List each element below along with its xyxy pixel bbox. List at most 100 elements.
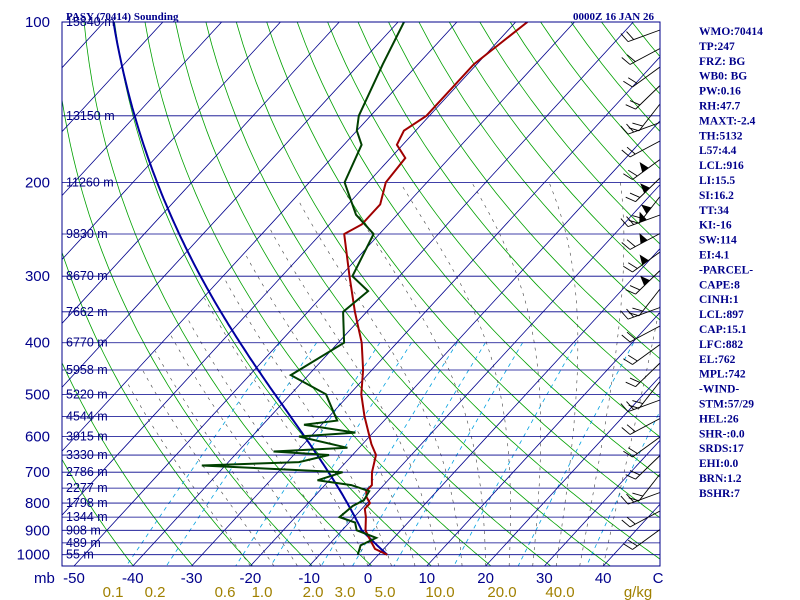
index-item: EHI:0.0 xyxy=(699,458,739,470)
temp-tick-label: -10 xyxy=(298,570,320,587)
wind-barb xyxy=(623,251,661,273)
height-label: 9830 m xyxy=(66,227,108,241)
mixing-ratio-line xyxy=(453,342,577,566)
height-label: 2786 m xyxy=(66,465,108,479)
mixing-ratio-tick-label: 0.1 xyxy=(103,584,124,600)
wind-barb xyxy=(623,344,661,365)
moist-adiabat xyxy=(140,367,275,566)
height-label: 1798 m xyxy=(66,496,108,510)
moist-adiabat xyxy=(399,182,511,566)
mixing-ratio-unit-label: g/kg xyxy=(624,584,652,600)
isotherm-line xyxy=(73,22,575,566)
index-item: SW:114 xyxy=(699,235,737,247)
moist-adiabat xyxy=(187,318,345,566)
mixing-ratio-line xyxy=(352,342,486,566)
pressure-tick-label: 500 xyxy=(25,386,50,403)
index-item: BRN:1.2 xyxy=(699,473,742,485)
index-item: EI:4.1 xyxy=(699,250,730,262)
index-item: WMO:70414 xyxy=(699,26,763,38)
height-label: 5958 m xyxy=(66,363,108,377)
mixing-ratio-line xyxy=(517,342,634,566)
isotherm-line xyxy=(62,22,222,197)
wind-barb xyxy=(625,177,661,203)
wind-barb xyxy=(625,362,661,388)
parcel-trace xyxy=(112,22,388,556)
isotherm-line xyxy=(62,22,399,388)
dry-adiabat xyxy=(266,22,660,519)
dry-adiabat xyxy=(235,22,660,560)
dry-adiabat xyxy=(479,22,660,245)
wind-barb xyxy=(621,233,661,250)
plot-frame xyxy=(61,21,661,567)
index-item: -PARCEL- xyxy=(699,264,753,276)
dewpoint-profile xyxy=(201,22,405,555)
wind-barb xyxy=(620,399,661,413)
index-item: MAXT:-2.4 xyxy=(699,115,756,127)
temp-tick-label: 20 xyxy=(477,570,494,587)
dry-adiabat xyxy=(205,22,611,566)
index-item: FRZ: BG xyxy=(699,56,745,68)
height-label: 489 m xyxy=(66,536,101,550)
height-label: 15840 m xyxy=(66,15,115,29)
isotherm-line xyxy=(62,22,516,516)
mixing-ratio-line xyxy=(393,342,523,566)
height-label: 6770 m xyxy=(66,336,108,350)
wind-barb xyxy=(620,492,661,505)
temp-tick-label: -20 xyxy=(240,570,262,587)
index-item: LCL:916 xyxy=(699,160,744,172)
moist-adiabat xyxy=(579,182,625,566)
height-label: 8670 m xyxy=(66,269,108,283)
index-item: EL:762 xyxy=(699,354,736,366)
index-item: WB0: BG xyxy=(699,71,747,83)
mixing-ratio-line xyxy=(586,410,660,566)
wind-barb xyxy=(621,48,661,65)
isotherm-line xyxy=(308,184,660,566)
index-item: CINH:1 xyxy=(699,294,739,306)
isotherm-line xyxy=(426,311,660,566)
index-item: TT:34 xyxy=(699,205,729,217)
temp-tick-label: 10 xyxy=(418,570,435,587)
mixing-ratio-tick-label: 3.0 xyxy=(335,584,356,600)
height-label: 7662 m xyxy=(66,305,108,319)
temp-tick-label: 40 xyxy=(595,570,612,587)
mixing-ratio-line xyxy=(320,342,458,566)
height-label: 1344 m xyxy=(66,510,108,524)
wind-barb xyxy=(623,436,661,458)
dry-adiabat xyxy=(114,22,432,566)
mixing-ratio-tick-label: 5.0 xyxy=(375,584,396,600)
dry-adiabat xyxy=(175,22,551,566)
dry-adiabat xyxy=(357,22,660,399)
moist-adiabat xyxy=(222,276,392,566)
isotherm-line xyxy=(544,439,660,566)
height-label: 55 m xyxy=(66,548,94,562)
index-item: SRDS:17 xyxy=(699,443,744,455)
index-item: STM:57/29 xyxy=(699,399,754,411)
isotherm-line xyxy=(132,22,634,566)
isotherm-line xyxy=(485,375,660,566)
pressure-tick-label: 100 xyxy=(25,14,50,31)
index-item: LI:15.5 xyxy=(699,175,735,187)
dry-adiabat xyxy=(418,22,660,321)
moist-adiabat xyxy=(297,198,463,566)
height-label: 2277 m xyxy=(66,481,108,495)
pressure-tick-label: 1000 xyxy=(17,547,50,564)
dry-adiabat xyxy=(62,251,253,566)
dry-adiabat xyxy=(62,458,134,566)
dry-adiabat xyxy=(83,22,373,566)
wind-barb xyxy=(621,325,661,343)
height-label: 908 m xyxy=(66,523,101,537)
index-item: HEL:26 xyxy=(699,413,739,425)
height-label: 3915 m xyxy=(66,430,108,444)
moist-adiabat xyxy=(339,182,486,566)
temp-tick-label: 30 xyxy=(536,570,553,587)
chart-time: 0000Z 16 JAN 26 xyxy=(573,11,654,23)
index-item: LCL:897 xyxy=(699,309,744,321)
wind-barb xyxy=(620,211,661,228)
dry-adiabat xyxy=(296,22,660,478)
dry-adiabat xyxy=(327,22,660,438)
index-item: L57:4.4 xyxy=(699,145,737,157)
wind-barb xyxy=(623,159,661,180)
mixing-ratio-line xyxy=(235,342,381,566)
index-item: -WIND- xyxy=(699,384,739,396)
mixing-ratio-tick-label: 1.0 xyxy=(252,584,273,600)
